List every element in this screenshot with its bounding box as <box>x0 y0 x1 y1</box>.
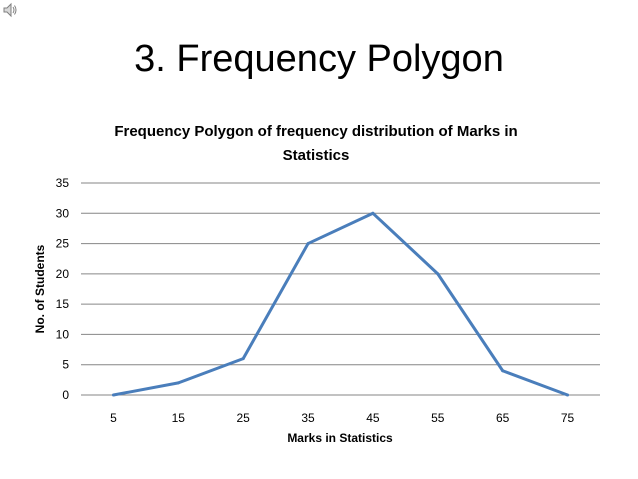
chart-title-line-1: Frequency Polygon of frequency distribut… <box>114 123 517 140</box>
x-tick-label: 75 <box>561 411 575 425</box>
x-tick-label: 15 <box>172 411 186 425</box>
y-tick-label: 25 <box>56 237 70 251</box>
series-lines <box>111 211 570 397</box>
y-axis-label: No. of Students <box>33 244 47 333</box>
y-tick-label: 10 <box>56 327 70 341</box>
x-tick-label: 65 <box>496 411 510 425</box>
data-point <box>566 393 570 397</box>
x-tick-label: 45 <box>366 411 380 425</box>
x-tick-label: 25 <box>237 411 251 425</box>
y-tick-label: 35 <box>56 176 70 190</box>
data-point <box>111 393 115 397</box>
data-point <box>436 272 440 276</box>
y-tick-label: 5 <box>62 358 69 372</box>
x-tick-labels: 5 15 25 35 45 55 65 75 <box>110 411 574 425</box>
y-tick-label: 0 <box>62 388 69 402</box>
data-point <box>306 242 310 246</box>
x-tick-label: 5 <box>110 411 117 425</box>
chart-title-line-2: Statistics <box>283 147 350 164</box>
y-tick-label: 30 <box>56 206 70 220</box>
y-tick-label: 15 <box>56 297 70 311</box>
x-axis-label: Marks in Statistics <box>287 431 393 445</box>
data-point <box>371 211 375 215</box>
y-tick-label: 20 <box>56 267 70 281</box>
gridlines <box>81 182 600 396</box>
data-point <box>501 369 505 373</box>
x-tick-label: 35 <box>301 411 315 425</box>
series-line <box>113 211 569 397</box>
data-point <box>176 381 180 385</box>
x-tick-label: 55 <box>431 411 445 425</box>
speaker-icon[interactable] <box>2 2 18 18</box>
data-point <box>241 357 245 361</box>
slide-title: 3. Frequency Polygon <box>134 38 504 80</box>
y-tick-labels: 0 5 10 15 20 25 30 35 <box>56 176 70 402</box>
